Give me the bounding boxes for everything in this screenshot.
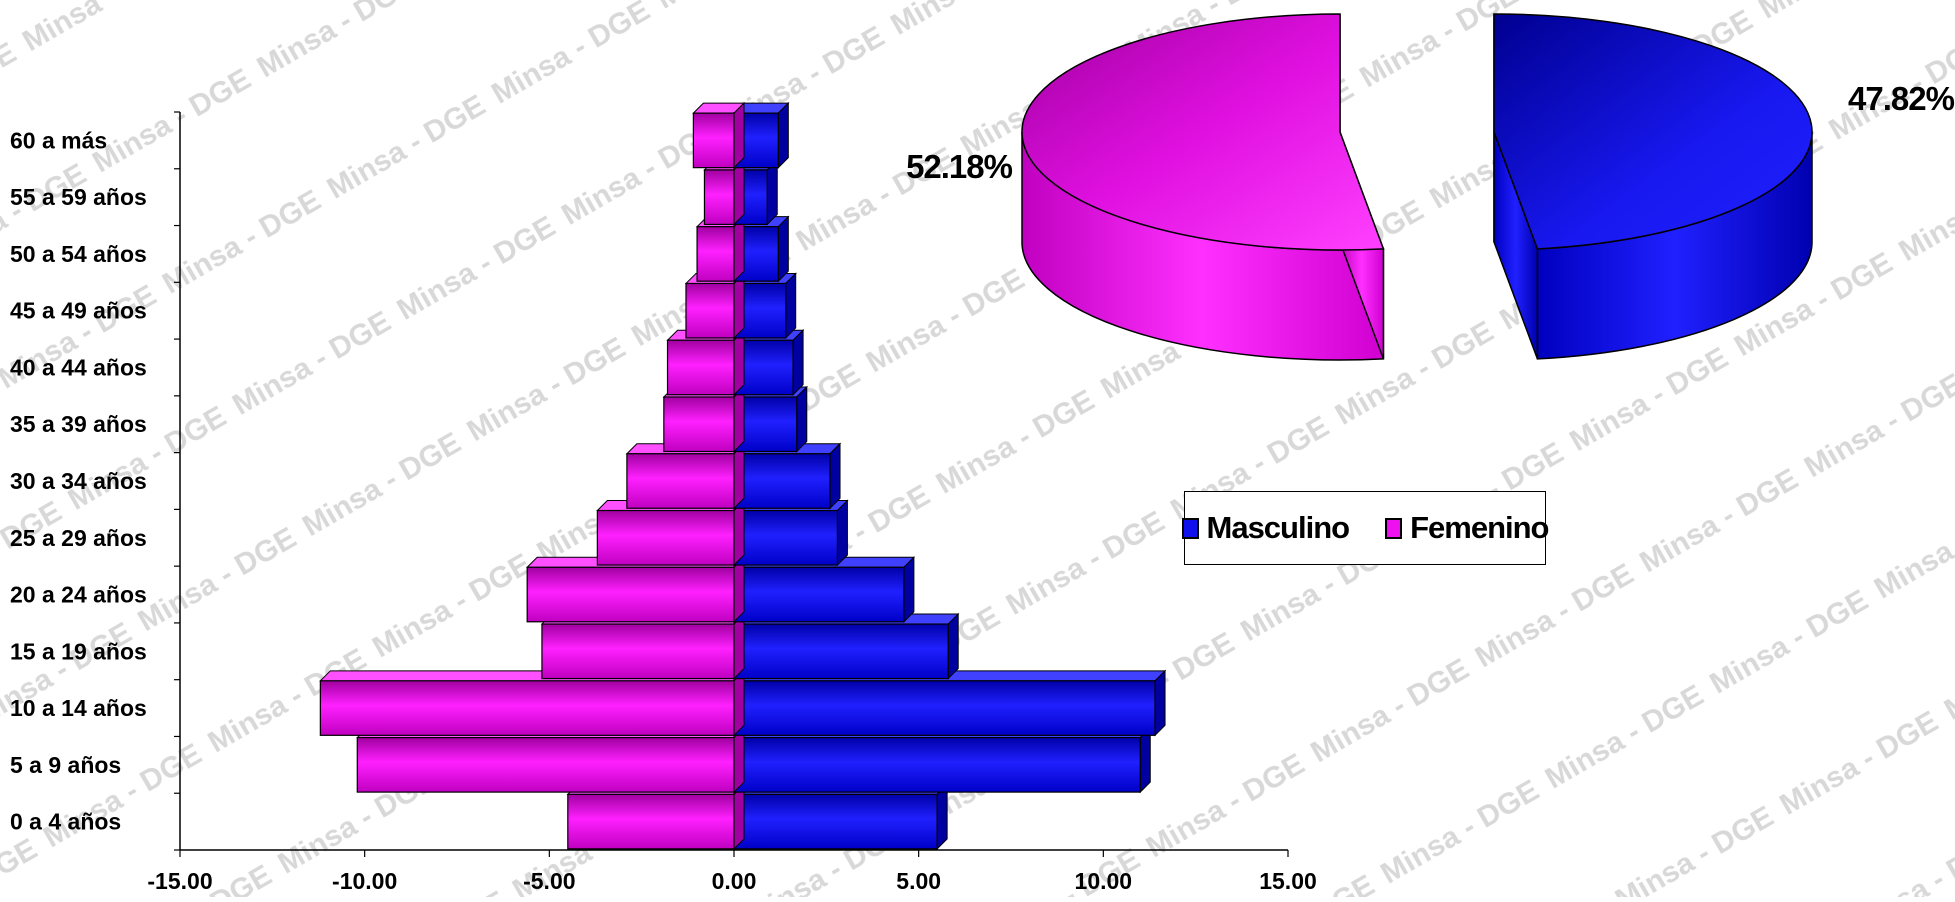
bar-side-masculino <box>936 783 948 851</box>
y-tick-label: 60 a más <box>10 127 107 153</box>
legend-label-femenino: Femenino <box>1410 510 1549 545</box>
bar-femenino <box>356 736 735 793</box>
y-tick-label: 20 a 24 años <box>10 582 147 608</box>
bar-side-femenino <box>733 556 745 623</box>
y-tick-label: 30 a 34 años <box>10 468 147 494</box>
bar-side-masculino <box>1139 726 1151 794</box>
bar-femenino <box>541 623 735 680</box>
y-tick-label: 5 a 9 años <box>10 752 121 778</box>
y-tick-label: 0 a 4 años <box>10 809 121 835</box>
bar-femenino <box>666 339 735 396</box>
bar-masculino <box>733 566 905 623</box>
bar-side-femenino <box>733 272 745 340</box>
bar-side-masculino <box>792 329 804 396</box>
bar-side-masculino <box>829 442 841 510</box>
bar-side-masculino <box>785 272 797 340</box>
bar-side-femenino <box>733 215 745 283</box>
bar-side-masculino <box>1154 669 1166 737</box>
x-tick-label: 0.00 <box>712 868 757 894</box>
bar-side-femenino <box>733 385 745 453</box>
bar-femenino <box>703 169 735 226</box>
x-tick-label: 10.00 <box>1075 868 1133 894</box>
chart-legend: Masculino Femenino <box>1181 491 1550 565</box>
y-tick-label: 45 a 49 años <box>10 298 147 324</box>
x-tick-label: -5.00 <box>523 868 575 894</box>
bar-side-femenino <box>733 442 745 510</box>
bar-side-femenino <box>733 499 745 567</box>
legend-swatch-femenino <box>1385 517 1403 539</box>
bar-femenino <box>567 793 735 850</box>
bar-side-masculino <box>766 158 778 226</box>
legend-label-masculino: Masculino <box>1206 510 1351 545</box>
bar-side-femenino <box>733 612 745 680</box>
x-tick-label: 5.00 <box>896 868 941 894</box>
bar-masculino <box>733 453 831 509</box>
y-tick-label: 40 a 44 años <box>10 354 147 380</box>
y-tick-label: 55 a 59 años <box>10 184 147 210</box>
y-tick-label: 25 a 29 años <box>10 525 147 551</box>
bar-side-masculino <box>796 385 808 453</box>
bar-side-masculino <box>836 499 848 567</box>
bar-masculino <box>733 623 949 680</box>
x-tick-label: -15.00 <box>147 868 212 894</box>
pie-slice-femenino <box>1021 13 1385 251</box>
legend-item-masculino: Masculino <box>1181 510 1351 546</box>
bar-femenino <box>526 566 735 623</box>
bar-side-masculino <box>777 215 789 283</box>
bar-masculino <box>733 680 1156 736</box>
y-tick-label: 35 a 39 años <box>10 411 147 437</box>
bar-femenino <box>685 282 735 339</box>
bar-side-femenino <box>733 669 745 737</box>
pie-slice-masculino <box>1493 13 1813 250</box>
x-tick-label: -10.00 <box>332 868 397 894</box>
population-pyramid: 0 a 4 años 5 a 9 años 10 a 14 años 15 a 19 … <box>10 101 1317 894</box>
y-tick-label: 10 a 14 años <box>10 695 147 721</box>
bar-femenino <box>663 396 735 453</box>
bar-side-femenino <box>733 329 745 396</box>
pie-label-masculino: 47.82% <box>1848 80 1955 117</box>
legend-swatch-masculino <box>1181 517 1199 539</box>
legend-item-femenino: Femenino <box>1385 510 1550 546</box>
y-tick-label: 50 a 54 años <box>10 241 147 267</box>
bar-femenino <box>596 509 735 566</box>
pie-label-femenino: 52.18% <box>906 148 1013 185</box>
bar-femenino <box>692 112 735 169</box>
bar-side-femenino <box>733 158 745 226</box>
bar-side-femenino <box>733 101 745 169</box>
bar-masculino <box>733 736 1141 793</box>
bar-side-femenino <box>733 726 745 794</box>
bar-femenino <box>626 453 735 509</box>
bar-femenino <box>696 226 735 282</box>
bar-masculino <box>733 509 839 566</box>
y-tick-label: 15 a 19 años <box>10 638 147 664</box>
x-tick-label: 15.00 <box>1259 868 1317 894</box>
bar-femenino <box>319 680 735 736</box>
bar-side-femenino <box>733 783 745 851</box>
sex-pie-chart: 52.18% 47.82% <box>906 13 1955 361</box>
bar-side-masculino <box>947 612 959 680</box>
bar-side-masculino <box>903 556 915 623</box>
bar-side-masculino <box>777 101 789 169</box>
bar-masculino <box>733 793 938 850</box>
